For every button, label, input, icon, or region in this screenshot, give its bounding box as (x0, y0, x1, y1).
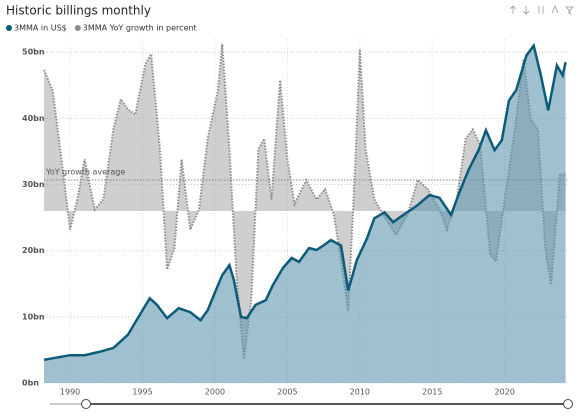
chart-title: Historic billings monthly (6, 4, 151, 18)
x-tick-label: 2020 (495, 388, 515, 397)
x-tick-label: 2015 (422, 388, 442, 397)
y-tick-label: 30bn (22, 180, 45, 189)
y-tick-label: 0bn (22, 379, 39, 388)
y-tick-label: 40bn (22, 114, 45, 123)
x-tick-label: 2005 (277, 388, 297, 397)
legend-marker (74, 25, 81, 31)
legend-marker (6, 25, 12, 31)
y-tick-label: 20bn (22, 246, 45, 255)
y-tick-label: 10bn (22, 312, 45, 321)
x-tick-label: 1990 (60, 388, 80, 397)
area (44, 45, 566, 383)
annotation: YoY growth average (45, 168, 125, 177)
line (43, 44, 566, 360)
header-icons[interactable] (509, 4, 574, 15)
legend-label: 3MMA in US$ (14, 24, 67, 33)
y-tick-label: 50bn (22, 48, 45, 57)
legend-label: 3MMA YoY growth in percent (83, 24, 197, 33)
x-tick-label: 2010 (350, 388, 370, 397)
x-tick-label: 2000 (205, 388, 225, 397)
x-tick-label: 1995 (132, 388, 152, 397)
area (44, 44, 566, 359)
slider[interactable] (50, 399, 573, 409)
line (43, 42, 567, 362)
